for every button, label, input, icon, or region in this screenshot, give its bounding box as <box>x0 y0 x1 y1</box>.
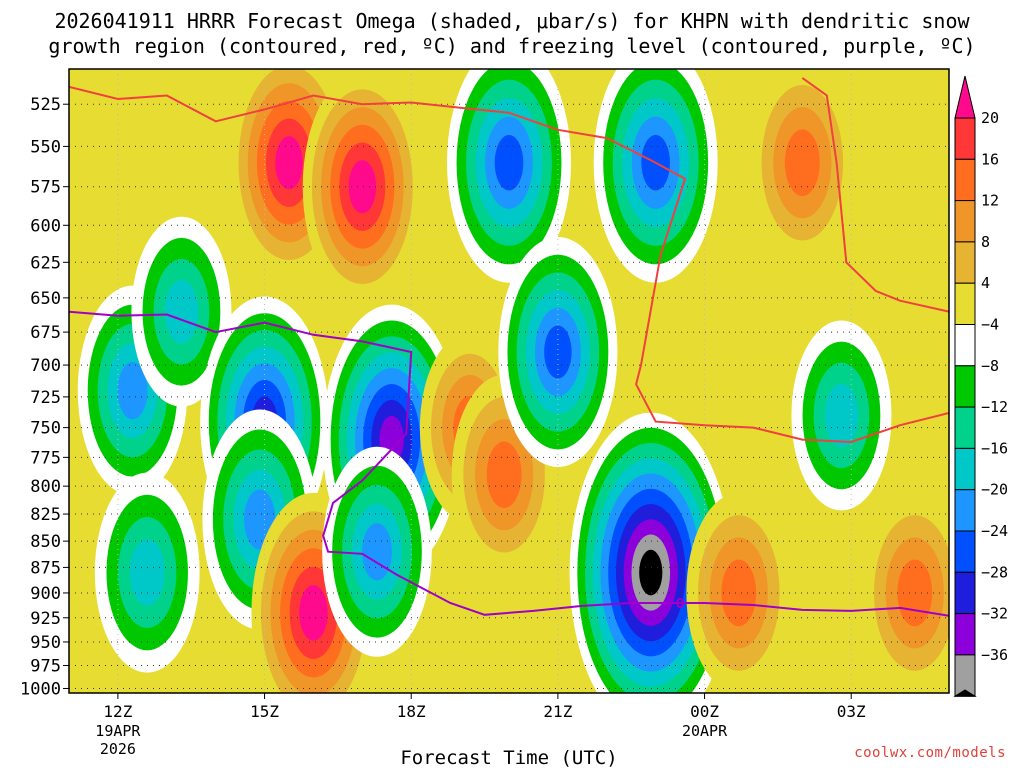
colorbar-label: 8 <box>981 233 990 251</box>
y-tick-label: 725 <box>30 388 61 408</box>
omega-cell <box>117 361 148 420</box>
credit-text[interactable]: coolwx.com/models <box>854 745 1006 761</box>
colorbar-swatch <box>954 613 976 656</box>
y-tick-label: 1000 <box>20 679 61 699</box>
omega-cell <box>639 549 663 596</box>
x-tick-label: 15Z <box>250 702 279 721</box>
omega-cell <box>544 325 572 379</box>
colorbar-swatch <box>954 158 976 202</box>
chart-title-line-2: growth region (contoured, red, ºC) and f… <box>48 34 976 58</box>
omega-cell <box>721 559 757 627</box>
colorbar-label: −36 <box>981 646 1008 664</box>
colorbar-swatch <box>954 200 976 243</box>
x-tick-label: 12Z <box>103 702 132 721</box>
omega-cell <box>299 585 328 641</box>
colorbar-swatch <box>954 571 976 615</box>
grid-lines <box>69 69 949 693</box>
y-tick-label: 600 <box>30 216 61 236</box>
colorbar-label: 4 <box>981 274 990 292</box>
colorbar-label: 20 <box>981 109 999 127</box>
omega-cell <box>164 280 199 344</box>
x-tick-date: 19APR <box>95 722 141 740</box>
colorbar-label: −32 <box>981 605 1008 623</box>
y-tick-label: 975 <box>30 657 61 677</box>
omega-cell <box>784 129 820 197</box>
chart-title-line-1: 2026041911 HRRR Forecast Omega (shaded, … <box>54 9 970 33</box>
y-tick-label: 625 <box>30 253 61 273</box>
omega-cell <box>275 136 303 190</box>
x-tick-label: 03Z <box>837 702 866 721</box>
colorbar-swatch <box>954 530 976 573</box>
y-tick-label: 675 <box>30 323 61 343</box>
contour-lines: 0 <box>69 77 949 617</box>
omega-cell <box>494 135 524 191</box>
contour-line <box>69 85 949 444</box>
colorbar-label: −28 <box>981 563 1008 581</box>
y-tick-label: 850 <box>30 532 61 552</box>
y-axis: 525 550 575 600 625 650 675 700 725 750 775 800 825 8… <box>20 95 69 699</box>
y-tick-label: 875 <box>30 558 61 578</box>
colorbar-swatch <box>954 117 976 160</box>
y-tick-label: 750 <box>30 419 61 439</box>
colorbar-swatch <box>954 324 976 367</box>
y-tick-label: 950 <box>30 633 61 653</box>
colorbar-swatch <box>954 282 976 326</box>
y-tick-label: 550 <box>30 137 61 157</box>
contour-line <box>801 77 949 313</box>
colorbar-label: −4 <box>981 316 999 334</box>
omega-cell <box>129 539 165 606</box>
omega-cell <box>486 441 522 509</box>
x-tick-label: 21Z <box>543 702 572 721</box>
colorbar-swatch <box>954 447 976 491</box>
y-tick-label: 525 <box>30 95 61 115</box>
plot-frame <box>68 68 950 694</box>
y-tick-label: 900 <box>30 584 61 604</box>
y-tick-label: 700 <box>30 356 61 376</box>
colorbar-label: 12 <box>981 192 999 210</box>
colorbar-swatch <box>954 241 976 284</box>
colorbar-label: −8 <box>981 357 999 375</box>
colorbar-bottom-arrow <box>953 689 977 697</box>
y-tick-label: 575 <box>30 178 61 198</box>
colorbar-label: −12 <box>981 398 1008 416</box>
contour-line <box>69 310 949 617</box>
colorbar-label: 16 <box>981 150 999 168</box>
omega-cell <box>362 523 392 581</box>
x-tick-label: 00Z <box>690 702 719 721</box>
y-tick-label: 800 <box>30 477 61 497</box>
colorbar-label: −20 <box>981 481 1008 499</box>
x-tick-date: 20APR <box>682 722 728 740</box>
colorbar: 20 16 12 8 4 −4 −8 −12 −16 −20 −24 −28 −32 −36 <box>953 75 1008 697</box>
x-tick-label: 18Z <box>397 702 426 721</box>
colorbar-label: −16 <box>981 439 1008 457</box>
omega-cell <box>824 383 859 448</box>
x-tick-year: 2026 <box>100 740 136 758</box>
colorbar-swatch <box>954 489 976 532</box>
colorbar-label: −24 <box>981 522 1008 540</box>
y-tick-label: 650 <box>30 289 61 309</box>
x-axis-label: Forecast Time (UTC) <box>400 747 617 768</box>
contour-label: 0 <box>676 597 685 612</box>
colorbar-top-arrow <box>954 75 976 119</box>
y-tick-label: 825 <box>30 505 61 525</box>
colorbar-swatch <box>954 406 976 449</box>
omega-cell <box>348 160 377 214</box>
y-tick-label: 925 <box>30 609 61 629</box>
y-tick-label: 775 <box>30 448 61 468</box>
colorbar-swatch <box>954 365 976 408</box>
